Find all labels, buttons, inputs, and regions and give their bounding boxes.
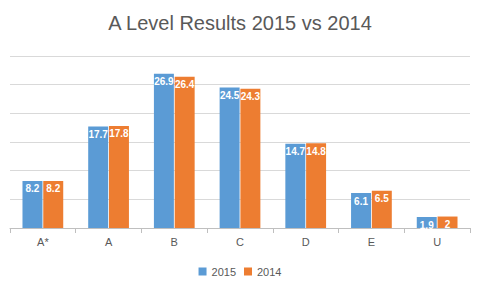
- svg-text:24.3: 24.3: [241, 91, 261, 102]
- svg-text:2015: 2015: [212, 266, 236, 278]
- svg-text:14.8: 14.8: [306, 146, 326, 157]
- svg-text:C: C: [236, 236, 244, 248]
- svg-text:A*: A*: [37, 236, 49, 248]
- svg-text:B: B: [171, 236, 178, 248]
- svg-text:17.7: 17.7: [88, 129, 108, 140]
- svg-text:U: U: [433, 236, 441, 248]
- svg-text:14.7: 14.7: [286, 146, 306, 157]
- svg-text:8.2: 8.2: [46, 183, 60, 194]
- svg-text:2014: 2014: [257, 266, 281, 278]
- svg-text:24.5: 24.5: [220, 90, 240, 101]
- svg-text:17.8: 17.8: [109, 128, 129, 139]
- svg-text:A Level Results 2015 vs 2014: A Level Results 2015 vs 2014: [108, 12, 372, 34]
- svg-text:1.9: 1.9: [420, 220, 434, 231]
- svg-text:6.5: 6.5: [375, 193, 389, 204]
- svg-text:26.9: 26.9: [154, 76, 174, 87]
- svg-text:8.2: 8.2: [26, 183, 40, 194]
- svg-text:26.4: 26.4: [175, 79, 195, 90]
- svg-text:6.1: 6.1: [354, 196, 368, 207]
- svg-text:D: D: [302, 236, 310, 248]
- svg-text:2: 2: [445, 219, 451, 230]
- svg-text:A: A: [105, 236, 113, 248]
- svg-text:E: E: [368, 236, 375, 248]
